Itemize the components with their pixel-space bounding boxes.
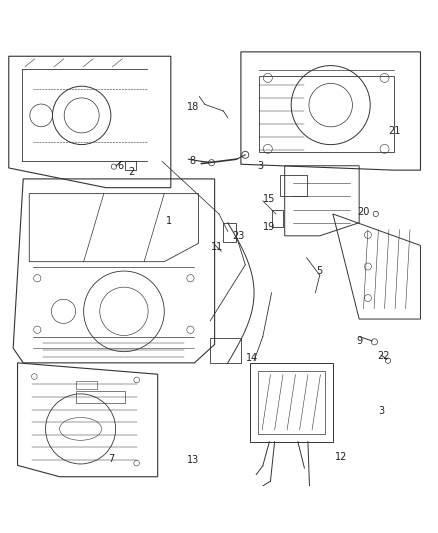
Text: 15: 15 bbox=[263, 193, 276, 204]
Bar bbox=[125, 161, 136, 170]
Text: 1: 1 bbox=[166, 215, 172, 225]
Text: 23: 23 bbox=[233, 231, 245, 241]
Bar bbox=[272, 209, 283, 227]
Text: 20: 20 bbox=[357, 207, 370, 217]
Bar bbox=[210, 337, 241, 363]
Text: 12: 12 bbox=[336, 452, 348, 462]
Text: 13: 13 bbox=[187, 455, 199, 465]
Bar bbox=[258, 371, 325, 434]
Text: 6: 6 bbox=[117, 161, 124, 171]
Bar bbox=[250, 363, 333, 442]
Text: 14: 14 bbox=[246, 353, 258, 364]
Text: 21: 21 bbox=[388, 126, 400, 136]
Text: 11: 11 bbox=[211, 242, 223, 252]
Text: 9: 9 bbox=[356, 336, 362, 346]
Text: 3: 3 bbox=[378, 406, 384, 416]
Text: 3: 3 bbox=[258, 161, 264, 171]
Text: 18: 18 bbox=[187, 102, 199, 111]
Bar bbox=[76, 391, 125, 403]
Text: 19: 19 bbox=[263, 222, 276, 232]
Text: 22: 22 bbox=[377, 351, 389, 361]
Bar bbox=[259, 76, 394, 152]
Text: 8: 8 bbox=[190, 156, 196, 166]
Bar bbox=[280, 174, 307, 197]
Text: 2: 2 bbox=[128, 167, 134, 177]
Text: 7: 7 bbox=[109, 454, 115, 464]
Bar bbox=[76, 381, 97, 389]
Bar bbox=[223, 223, 236, 243]
Text: 5: 5 bbox=[317, 266, 323, 276]
